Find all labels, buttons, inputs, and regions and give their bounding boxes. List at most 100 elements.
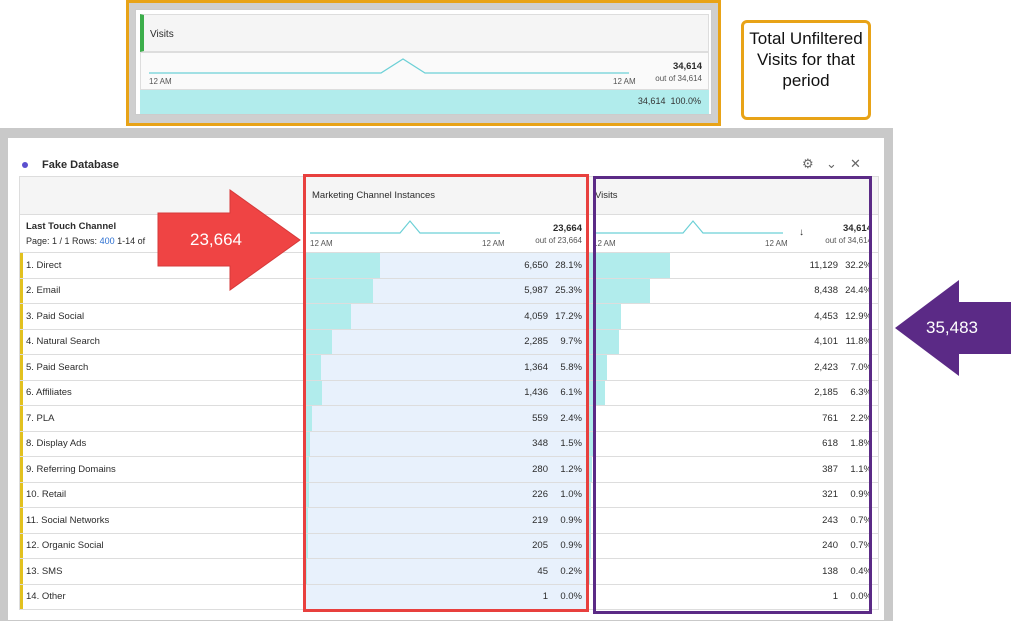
table-row[interactable]: 9. Referring Domains 280 1.2% 387 1.1% (19, 456, 879, 483)
percent: 0.9% (560, 514, 582, 526)
row-name: 10. Retail (26, 489, 67, 501)
row-dimension[interactable]: 9. Referring Domains (19, 456, 306, 483)
axis-start: 12 AM (593, 239, 616, 248)
row-marker (20, 431, 23, 456)
column-total: 23,664 (552, 223, 582, 234)
axis-start: 12 AM (310, 239, 333, 248)
unfiltered-visits-panel: Visits 12 AM 12 AM 34,614 out of 34,614 … (126, 0, 721, 126)
gear-icon[interactable]: ⚙ (802, 156, 814, 171)
bar (589, 406, 595, 431)
axis-start: 12 AM (149, 77, 172, 86)
column-label: Marketing Channel Instances (312, 190, 436, 201)
percent: 9.7% (560, 336, 582, 348)
freeform-panel: Fake Database ⚙ ⌄ ✕ Marketing Channel In… (8, 138, 884, 620)
row-visits: 1 0.0% (588, 583, 879, 610)
bar (306, 559, 307, 584)
row-dimension[interactable]: 10. Retail (19, 481, 306, 508)
row-marker (20, 406, 23, 431)
bar (589, 482, 592, 507)
table-row[interactable]: 5. Paid Search 1,364 5.8% 2,423 7.0% (19, 354, 879, 381)
table-row[interactable]: 14. Other 1 0.0% 1 0.0% (19, 583, 879, 610)
value: 219 (532, 514, 548, 526)
percent: 32.2% (845, 259, 872, 271)
table-row[interactable]: 12. Organic Social 205 0.9% 240 0.7% (19, 532, 879, 559)
value: 2,185 (814, 387, 838, 399)
row-name: 3. Paid Social (26, 310, 85, 322)
row-marker (20, 559, 23, 584)
row-dimension[interactable]: 3. Paid Social (19, 303, 306, 330)
value: 5,987 (524, 285, 548, 297)
value: 4,453 (814, 310, 838, 322)
value: 387 (822, 463, 838, 475)
row-dimension[interactable]: 8. Display Ads (19, 430, 306, 457)
percent: 12.9% (845, 310, 872, 322)
row-dimension[interactable]: 4. Natural Search (19, 328, 306, 355)
sort-descending-icon[interactable]: ↓ (799, 227, 804, 238)
row-visits: 387 1.1% (588, 456, 879, 483)
value: 205 (532, 540, 548, 552)
table-row[interactable]: 2. Email 5,987 25.3% 8,438 24.4% (19, 277, 879, 304)
table-row[interactable]: 7. PLA 559 2.4% 761 2.2% (19, 405, 879, 432)
row-marketing-channel-instances: 348 1.5% (305, 430, 589, 457)
row-marker (20, 508, 23, 533)
percent: 17.2% (555, 310, 582, 322)
value: 1 (832, 591, 838, 603)
axis-end: 12 AM (482, 239, 505, 248)
row-dimension[interactable]: 13. SMS (19, 558, 306, 585)
row-dimension[interactable]: 14. Other (19, 583, 306, 610)
row-marketing-channel-instances: 4,059 17.2% (305, 303, 589, 330)
close-icon[interactable]: ✕ (850, 156, 861, 171)
value: 2,423 (814, 361, 838, 373)
value: 4,059 (524, 310, 548, 322)
value: 11,129 (809, 259, 838, 271)
table-row[interactable]: 3. Paid Social 4,059 17.2% 4,453 12.9% (19, 303, 879, 330)
table-row[interactable]: 8. Display Ads 348 1.5% 618 1.8% (19, 430, 879, 457)
row-marker (20, 304, 23, 329)
column-header-marketing-channel-instances[interactable]: Marketing Channel Instances (305, 176, 589, 215)
percent: 6.1% (560, 387, 582, 399)
row-name: 2. Email (26, 285, 61, 297)
rows-per-page[interactable]: 400 (99, 236, 115, 246)
visits-column-header[interactable]: Visits (140, 14, 709, 52)
value: 2,285 (524, 336, 548, 348)
row-marker (20, 380, 23, 405)
row-visits: 618 1.8% (588, 430, 879, 457)
row-marketing-channel-instances: 6,650 28.1% (305, 252, 589, 279)
row-marker (20, 329, 23, 354)
row-dimension[interactable]: 2. Email (19, 277, 306, 304)
percent: 0.9% (850, 489, 872, 501)
purple-arrow-icon (895, 280, 1011, 376)
chevron-down-icon[interactable]: ⌄ (826, 156, 837, 171)
value: 559 (532, 412, 548, 424)
table-row[interactable]: 10. Retail 226 1.0% 321 0.9% (19, 481, 879, 508)
row-marker (20, 457, 23, 482)
bar (589, 380, 605, 405)
row-dimension[interactable]: 12. Organic Social (19, 532, 306, 559)
column-total: 34,614 (842, 223, 872, 234)
percent: 1.2% (560, 463, 582, 475)
row-name: 12. Organic Social (26, 540, 104, 552)
bar (589, 508, 591, 533)
value: 280 (532, 463, 548, 475)
row-name: 9. Referring Domains (26, 463, 116, 475)
row-marketing-channel-instances: 1 0.0% (305, 583, 589, 610)
bar (589, 533, 591, 558)
row-visits: 321 0.9% (588, 481, 879, 508)
value: 618 (822, 438, 838, 450)
row-dimension[interactable]: 11. Social Networks (19, 507, 306, 534)
row-dimension[interactable]: 6. Affiliates (19, 379, 306, 406)
summary-visits: 12 AM 12 AM ↓ 34,614 out of 34,614 (588, 214, 879, 253)
workspace-frame: Fake Database ⚙ ⌄ ✕ Marketing Channel In… (0, 128, 893, 621)
row-dimension[interactable]: 7. PLA (19, 405, 306, 432)
row-name: 8. Display Ads (26, 438, 87, 450)
percent: 0.2% (560, 565, 582, 577)
callout-box: Total Unfiltered Visits for that period (741, 20, 871, 120)
value: 348 (532, 438, 548, 450)
value: 243 (822, 514, 838, 526)
purple-arrow-label: 35,483 (926, 318, 978, 337)
row-dimension[interactable]: 5. Paid Search (19, 354, 306, 381)
column-header-visits[interactable]: Visits (588, 176, 879, 215)
row-name: 14. Other (26, 591, 66, 603)
value: 8,438 (814, 285, 838, 297)
column-label: Visits (595, 190, 618, 201)
